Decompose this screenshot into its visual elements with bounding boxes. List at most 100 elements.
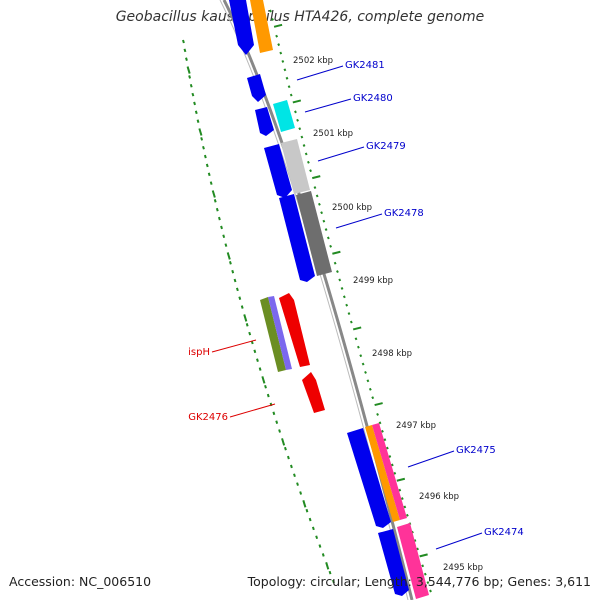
gene-label-gk2481[interactable]: GK2481 (345, 60, 385, 71)
cds-top[interactable] (229, 0, 254, 55)
gc-dot (287, 455, 290, 460)
leader-line (335, 213, 383, 229)
gc-dot (315, 535, 319, 540)
position-dot (383, 438, 387, 442)
gc-dot (272, 411, 276, 416)
leader-line (211, 339, 257, 353)
position-dot (388, 455, 392, 458)
position-dot (292, 99, 302, 104)
position-dot (342, 295, 346, 299)
gc-dot (202, 145, 205, 150)
position-dot (416, 547, 419, 551)
gene-label-gk2478[interactable]: GK2478 (384, 208, 424, 219)
gene-label-gk2480[interactable]: GK2480 (353, 93, 393, 104)
gc-dot (293, 473, 296, 478)
position-dot (385, 446, 389, 450)
position-dot (287, 85, 291, 89)
position-dot (356, 345, 360, 349)
leader-line (435, 532, 483, 550)
gene-label-isph[interactable]: ispH (188, 347, 210, 358)
gc-dot (222, 234, 226, 239)
gene-label-leaders (211, 65, 483, 550)
gc-dot (188, 75, 192, 79)
cog-lightgray-feature[interactable] (281, 139, 310, 194)
position-dot (421, 564, 425, 568)
kbp-label: 2498 kbp (372, 349, 412, 359)
leader-line (296, 65, 344, 81)
gc-dot (193, 101, 196, 106)
position-dot (349, 320, 353, 324)
leader-line (304, 98, 352, 113)
gc-dot (211, 190, 216, 198)
position-dot (320, 211, 324, 215)
leader-line (229, 403, 276, 418)
position-dot (359, 354, 363, 358)
gc-dot (305, 508, 309, 513)
position-dot (338, 278, 342, 282)
cog-cyan-feature[interactable] (273, 100, 295, 132)
gc-dot (207, 172, 211, 177)
gc-dot (281, 438, 286, 446)
position-dot (285, 76, 289, 80)
cog-pink-feature-2[interactable] (397, 523, 429, 599)
position-dot (281, 59, 285, 63)
gc-dot (266, 393, 270, 398)
gc-dot (196, 119, 200, 123)
gene-label-gk2475[interactable]: GK2475 (456, 445, 496, 456)
leader-line (317, 146, 365, 162)
position-dot (298, 127, 302, 131)
cds-GK2476[interactable] (302, 372, 325, 413)
gc-dot (182, 39, 185, 44)
gc-dot (253, 349, 257, 354)
position-dot (366, 379, 370, 383)
cog-slate-feature[interactable] (268, 296, 292, 370)
gc-dot (213, 199, 217, 203)
gc-dot (224, 243, 228, 247)
position-dot (312, 175, 321, 180)
leader-line (407, 450, 455, 468)
gc-content-track (182, 39, 335, 584)
position-dot (269, 9, 272, 13)
gc-dot (198, 128, 203, 136)
position-dot (326, 236, 330, 240)
accession-text: Accession: NC_006510 (9, 574, 152, 589)
gc-dot (264, 384, 267, 389)
cds-GK2478[interactable] (279, 194, 315, 282)
position-dot (345, 303, 349, 307)
cds-ispH[interactable] (279, 293, 310, 367)
gc-dot (284, 446, 287, 451)
position-dot (393, 471, 397, 475)
position-dot (413, 539, 417, 543)
cog-pink-feature[interactable] (372, 423, 407, 520)
cds-GK2475[interactable] (347, 428, 391, 528)
cog-olive-feature[interactable] (260, 297, 286, 372)
cds-GK2480[interactable] (255, 107, 274, 136)
cog-orange-feature-2[interactable] (365, 425, 400, 522)
position-dot (423, 572, 427, 576)
cds-GK2474[interactable] (378, 529, 409, 596)
topology-summary: Topology: circular; Length: 3,544,776 bp… (247, 574, 591, 589)
gene-label-gk2474[interactable]: GK2474 (484, 527, 524, 538)
gc-dot (245, 322, 249, 327)
cds-GK2481[interactable] (247, 74, 266, 102)
position-dot (277, 43, 281, 47)
gc-dot (328, 570, 332, 575)
kbp-label: 2499 kbp (353, 276, 393, 286)
cds-GK2479[interactable] (264, 144, 292, 198)
position-dot (273, 23, 283, 28)
position-dot (304, 152, 308, 156)
kbp-label: 2502 kbp (293, 56, 333, 66)
position-dot (354, 337, 358, 341)
position-dot (332, 250, 341, 255)
position-dot (302, 144, 306, 147)
position-dot (333, 261, 337, 265)
position-dot (315, 194, 319, 198)
cog-darkgray-feature[interactable] (296, 191, 332, 276)
cog-orange-feature[interactable] (250, 0, 273, 53)
gene-label-gk2479[interactable]: GK2479 (366, 141, 406, 152)
gc-dot (240, 305, 244, 309)
gc-dot (226, 252, 231, 260)
gc-dot (325, 562, 330, 570)
gene-label-gk2476[interactable]: GK2476 (188, 412, 228, 423)
